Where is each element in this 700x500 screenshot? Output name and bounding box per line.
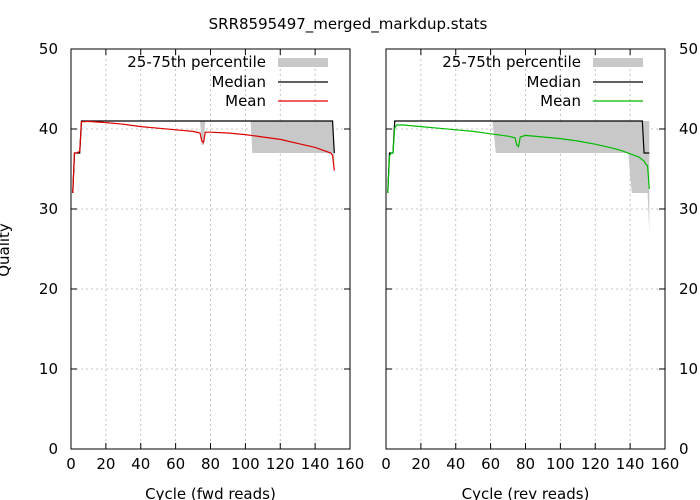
x-tick-label: 60 <box>481 455 500 473</box>
x-tick-label: 160 <box>651 455 680 473</box>
x-tick-label: 20 <box>411 455 430 473</box>
y-tick-label-right: 0 <box>679 440 689 458</box>
x-axis-label: Cycle (fwd reads) <box>145 485 276 500</box>
x-tick-label: 100 <box>231 455 260 473</box>
legend-label-mean: Mean <box>225 92 266 110</box>
x-axis-label: Cycle (rev reads) <box>462 485 590 500</box>
y-tick-label: 30 <box>39 200 58 218</box>
mean-line <box>387 124 650 194</box>
legend-swatch-percentile <box>593 58 643 67</box>
legend-label-mean: Mean <box>540 92 581 110</box>
legend-swatch-percentile <box>278 58 328 67</box>
percentile-band <box>387 121 650 233</box>
percentile-band <box>72 121 335 193</box>
x-tick-label: 140 <box>616 455 645 473</box>
y-axis-label-left: Quality <box>0 223 13 277</box>
y-tick-label: 40 <box>39 120 58 138</box>
chart-title: SRR8595497_merged_markdup.stats <box>209 15 488 34</box>
legend-label-percentile: 25-75th percentile <box>127 53 266 71</box>
x-tick-label: 40 <box>446 455 465 473</box>
x-tick-label: 80 <box>516 455 535 473</box>
x-tick-label: 140 <box>301 455 330 473</box>
y-tick-label-right: 50 <box>679 40 698 58</box>
panel-fwd: 0 20 40 60 80 100 120 140 160 0 10 20 30 40 50 Cycle (f… <box>39 40 364 500</box>
x-tick-label: 80 <box>201 455 220 473</box>
x-tick-label: 60 <box>166 455 185 473</box>
mean-line <box>72 120 335 194</box>
y-tick-label-right: 10 <box>679 360 698 378</box>
y-tick-label: 50 <box>39 40 58 58</box>
y-tick-label-right: 20 <box>679 280 698 298</box>
median-line <box>387 120 650 194</box>
y-tick-label: 10 <box>39 360 58 378</box>
legend-label-percentile: 25-75th percentile <box>442 53 581 71</box>
x-tick-label: 0 <box>381 455 391 473</box>
legend-label-median: Median <box>526 73 581 91</box>
x-tick-label: 20 <box>96 455 115 473</box>
y-tick-label: 0 <box>48 440 58 458</box>
legend-label-median: Median <box>211 73 266 91</box>
x-tick-label: 120 <box>266 455 295 473</box>
y-tick-label-right: 30 <box>679 200 698 218</box>
y-tick-label-right: 40 <box>679 120 698 138</box>
x-tick-label: 100 <box>546 455 575 473</box>
x-tick-label: 160 <box>336 455 365 473</box>
x-tick-label: 40 <box>131 455 150 473</box>
x-tick-label: 0 <box>66 455 76 473</box>
x-tick-label: 120 <box>581 455 610 473</box>
y-tick-label: 20 <box>39 280 58 298</box>
